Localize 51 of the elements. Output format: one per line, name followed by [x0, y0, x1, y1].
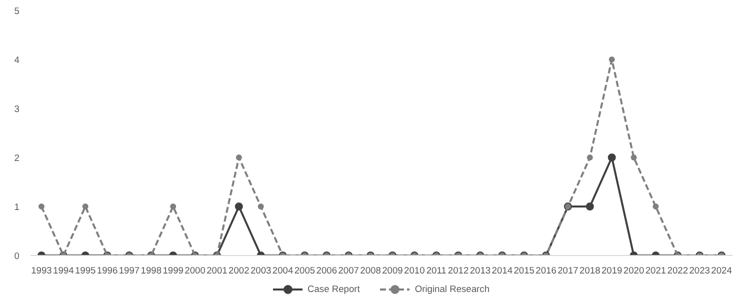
x-tick-label: 2002: [228, 266, 250, 276]
x-tick-label: 1995: [74, 266, 96, 276]
point: [38, 204, 44, 210]
point: [652, 204, 659, 210]
x-tick-label: 2014: [492, 266, 513, 276]
x-tick-label: 2009: [382, 266, 403, 276]
x-tick-label: 1993: [31, 266, 52, 276]
y-tick-label: 1: [14, 202, 20, 212]
y-tick-label: 4: [14, 55, 20, 65]
point: [236, 154, 242, 160]
x-tick-label: 2024: [711, 266, 732, 276]
x-tick-label: 2004: [272, 266, 294, 276]
point: [234, 202, 243, 210]
x-tick-label: 1997: [118, 266, 140, 276]
point: [608, 154, 616, 162]
point: [170, 204, 176, 210]
x-tick-label: 2000: [184, 266, 206, 276]
x-tick-label: 1998: [140, 266, 162, 276]
x-tick-label: 2011: [426, 266, 446, 276]
point: [630, 154, 637, 160]
x-tick-label: 2015: [514, 266, 534, 276]
x-tick-label: 2018: [580, 266, 600, 276]
x-tick-label: 1994: [53, 266, 74, 276]
x-tick-label: 2012: [448, 266, 469, 276]
point: [82, 204, 88, 210]
x-tick-label: 2022: [667, 266, 688, 276]
x-tick-label: 2001: [206, 266, 228, 276]
x-tick-label: 1996: [96, 266, 118, 276]
x-tick-label: 2003: [250, 266, 272, 276]
x-tick-label: 2021: [645, 266, 666, 276]
x-tick-label: 2023: [689, 266, 710, 276]
y-tick-label: 5: [14, 6, 20, 16]
point: [258, 204, 264, 210]
x-tick-label: 2005: [294, 266, 316, 276]
x-tick-label: 2006: [316, 266, 338, 276]
point: [586, 202, 594, 210]
x-tick-label: 2013: [470, 266, 491, 276]
x-tick-label: 1999: [162, 266, 184, 276]
x-tick-label: 2020: [623, 266, 644, 276]
y-tick-label: 2: [14, 153, 20, 163]
x-tick-label: 2007: [338, 266, 359, 276]
x-tick-label: 2010: [404, 266, 425, 276]
y-tick-label: 0: [14, 251, 20, 261]
y-tick-label: 3: [14, 104, 20, 114]
legend-label: Case Report: [307, 284, 360, 294]
x-tick-label: 2017: [558, 266, 578, 276]
point: [586, 154, 593, 160]
x-tick-label: 2008: [360, 266, 381, 276]
x-tick-label: 2016: [536, 266, 556, 276]
legend-label: Original Research: [414, 284, 490, 294]
x-tick-label: 2019: [601, 266, 622, 276]
